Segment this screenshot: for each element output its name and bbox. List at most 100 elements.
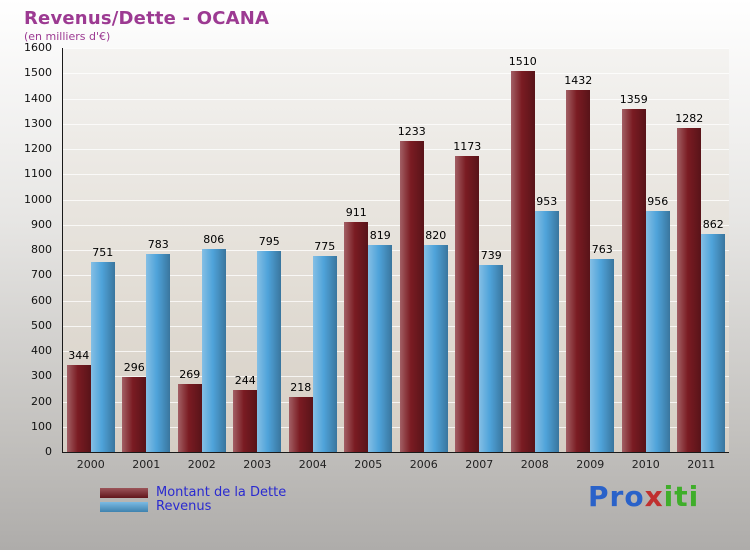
plot-area: 344 751 2000 296 783 2001 269 806 2002 244 795 2003… xyxy=(62,48,729,471)
y-axis-label: 800 xyxy=(31,243,52,256)
y-axis-label: 900 xyxy=(31,217,52,231)
bar-value-label: 1359 xyxy=(619,92,648,106)
y-axis-label: 1600 xyxy=(24,41,52,54)
chart-subtitle: (en milliers d'€) xyxy=(24,30,111,43)
gridline xyxy=(63,351,729,352)
x-axis-label: 2000 xyxy=(76,458,105,471)
dette-bar xyxy=(566,90,591,452)
gridline xyxy=(63,149,729,150)
y-axis: 0 100 200 300 400 500 600 700 800 900 1000 1100 1200… xyxy=(0,42,58,458)
bar-value-label: 1173 xyxy=(453,139,482,153)
gridline xyxy=(63,48,729,49)
legend-swatch xyxy=(100,502,148,512)
dette-bar xyxy=(455,155,480,452)
bar-value-label: 1233 xyxy=(397,124,426,138)
logo-letter: i xyxy=(688,480,700,513)
y-axis-label: 0 xyxy=(45,445,52,458)
bar-value-label: 218 xyxy=(290,380,312,394)
gridline xyxy=(63,401,729,403)
bar-value-label: 953 xyxy=(536,195,558,209)
logo-letter: x xyxy=(644,480,664,513)
y-axis-label: 300 xyxy=(31,369,52,383)
x-axis-label: 2002 xyxy=(187,458,216,471)
bar-value-label: 751 xyxy=(92,246,114,260)
gridline xyxy=(63,300,729,302)
y-axis-label: 1400 xyxy=(24,91,52,105)
x-axis-label: 2003 xyxy=(243,458,272,471)
x-axis-label: 2006 xyxy=(409,458,438,471)
bar-value-label: 806 xyxy=(203,232,225,246)
bar-value-label: 296 xyxy=(123,361,145,375)
x-axis-label: 2008 xyxy=(520,458,549,471)
dette-bar xyxy=(510,70,535,452)
y-axis-label: 100 xyxy=(31,419,52,433)
gridline xyxy=(63,174,729,176)
dette-bar xyxy=(288,396,313,452)
bar-value-label: 1282 xyxy=(675,112,704,126)
revenus-bar xyxy=(368,245,393,452)
gridline xyxy=(63,325,729,327)
bar-value-label: 862 xyxy=(702,218,724,232)
x-axis-label: 2004 xyxy=(298,458,327,471)
revenus-bar xyxy=(645,210,670,452)
gridline xyxy=(63,123,729,125)
revenus-bar xyxy=(90,262,115,452)
revenus-bar xyxy=(257,251,282,452)
legend-item: Montant de la Dette xyxy=(100,486,286,500)
x-axis-label: 2010 xyxy=(631,458,660,471)
bar-value-label: 819 xyxy=(369,229,391,243)
chart-title: Revenus/Dette - OCANA xyxy=(24,8,270,29)
x-axis-label: 2005 xyxy=(354,458,383,471)
bar-value-label: 739 xyxy=(480,249,502,263)
bar-value-label: 763 xyxy=(591,243,613,257)
gridline xyxy=(63,73,729,75)
y-axis-label: 1300 xyxy=(24,116,52,130)
dette-bar xyxy=(233,390,258,452)
legend-swatch xyxy=(100,488,148,498)
logo-letter: o xyxy=(624,480,645,513)
gridline xyxy=(63,376,729,378)
revenus-bar xyxy=(701,234,726,452)
y-axis-label: 1500 xyxy=(24,66,52,80)
x-axis-label: 2007 xyxy=(465,458,494,471)
y-axis-label: 400 xyxy=(31,344,52,357)
bar-value-label: 1510 xyxy=(508,54,537,68)
y-axis-label: 700 xyxy=(31,268,52,282)
bar-value-label: 911 xyxy=(345,205,367,219)
logo-letter: t xyxy=(674,480,689,513)
y-axis-label: 1200 xyxy=(24,142,52,155)
dette-bar xyxy=(621,108,646,452)
dette-bar xyxy=(344,221,369,452)
y-axis-label: 1000 xyxy=(24,192,52,206)
legend-label: Revenus xyxy=(156,499,212,514)
bar-value-label: 775 xyxy=(314,240,336,254)
bar-value-label: 820 xyxy=(425,228,447,242)
revenus-bar xyxy=(312,256,337,452)
bar-value-label: 344 xyxy=(68,349,90,363)
y-axis-label: 600 xyxy=(31,293,52,307)
logo-letter: r xyxy=(609,480,625,513)
dette-bar xyxy=(677,128,702,452)
revenus-bar xyxy=(590,259,615,452)
gridline xyxy=(63,199,729,201)
gridline xyxy=(63,224,729,226)
bar-value-label: 956 xyxy=(647,194,669,208)
proxiti-logo: Proxiti xyxy=(588,480,699,513)
dette-bar xyxy=(177,384,202,452)
revenus-bar xyxy=(423,244,448,452)
gridline xyxy=(63,98,729,100)
bar-value-label: 795 xyxy=(258,235,280,249)
y-axis-label: 1100 xyxy=(24,167,52,181)
legend-item: Revenus xyxy=(100,500,286,514)
revenus-bar xyxy=(534,211,559,452)
logo-letter: i xyxy=(663,480,675,513)
bar-value-label: 269 xyxy=(179,368,201,382)
legend-label: Montant de la Dette xyxy=(156,485,287,500)
revenus-bar xyxy=(146,254,171,452)
dette-bar xyxy=(399,140,424,452)
x-axis-label: 2001 xyxy=(132,458,161,471)
logo-letter: P xyxy=(588,480,610,513)
y-axis-label: 200 xyxy=(31,394,52,408)
revenus-bar xyxy=(201,248,226,452)
